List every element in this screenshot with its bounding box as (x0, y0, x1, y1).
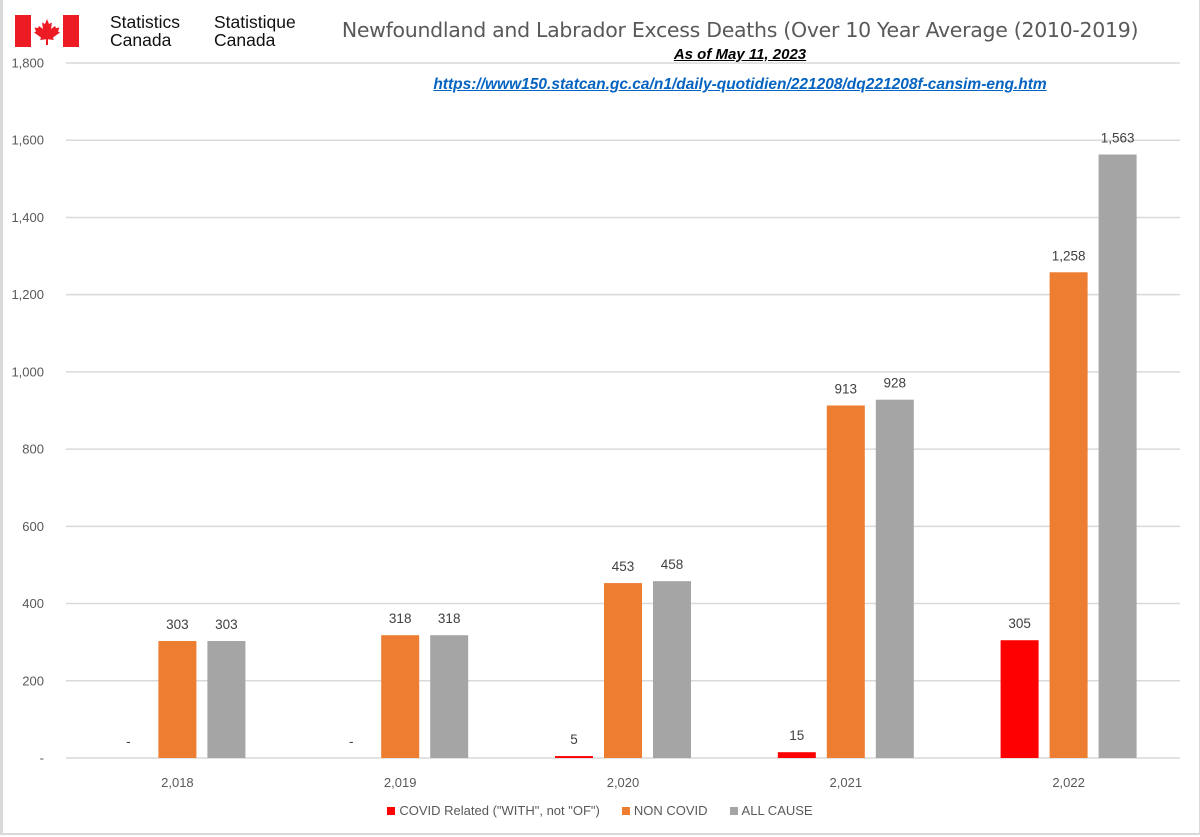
data-label: 913 (835, 381, 858, 396)
x-tick-label: 2,019 (384, 775, 417, 790)
bar-1-2 (604, 583, 642, 758)
x-tick-label: 2,022 (1052, 775, 1085, 790)
legend: COVID Related ("WITH", not "OF") NON COV… (0, 803, 1200, 818)
data-label: 15 (789, 728, 804, 743)
y-tick-label: 400 (22, 596, 44, 611)
bar-0-2 (555, 756, 593, 758)
bar-0-3 (777, 752, 816, 758)
x-axis-ticks: 2,018 2,019 2,020 2,021 2,022 (161, 775, 1085, 790)
logo-text-english: Statistics Canada (110, 13, 180, 49)
y-tick-label: - (40, 751, 44, 766)
legend-swatch-all-cause (729, 806, 738, 815)
logo-fr-line1: Statistique (214, 12, 296, 32)
data-label: 303 (215, 617, 238, 632)
bar-0-4 (1000, 640, 1039, 758)
legend-item-all-cause: ALL CAUSE (729, 803, 813, 818)
data-label: 318 (438, 611, 461, 626)
x-tick-label: 2,021 (830, 775, 863, 790)
bar-1-0 (158, 641, 197, 758)
legend-label-non-covid: NON COVID (633, 803, 708, 818)
bar-2-1 (430, 635, 469, 758)
data-label: 928 (884, 376, 907, 391)
data-label: 5 (570, 732, 578, 747)
bar-2-4 (1098, 154, 1137, 759)
bar-2-2 (653, 581, 691, 758)
bar-1-1 (381, 635, 420, 758)
y-tick-label: 1,000 (11, 364, 44, 379)
legend-swatch-non-covid (621, 806, 630, 815)
data-label: 1,258 (1052, 248, 1086, 263)
data-label: 305 (1008, 616, 1031, 631)
chart-subtitle: As of May 11, 2023 (673, 46, 807, 63)
legend-label-all-cause: ALL CAUSE (741, 803, 813, 818)
canada-flag-icon (15, 15, 79, 47)
data-label: - (349, 734, 354, 749)
x-tick-label: 2,018 (161, 775, 194, 790)
bar-1-3 (826, 405, 865, 758)
bars (158, 154, 1137, 759)
data-label: 303 (166, 617, 189, 632)
y-tick-label: 1,800 (11, 56, 44, 71)
source-link[interactable]: https://www150.statcan.gc.ca/n1/daily-qu… (433, 76, 1047, 93)
logo-text-french: Statistique Canada (214, 13, 296, 49)
y-tick-label: 200 (22, 673, 44, 688)
data-label: 318 (389, 611, 412, 626)
y-tick-label: 1,200 (11, 287, 44, 302)
y-tick-label: 800 (22, 442, 44, 457)
legend-item-covid: COVID Related ("WITH", not "OF") (387, 803, 600, 818)
legend-swatch-covid (387, 806, 396, 815)
logo-en-line1: Statistics (110, 12, 181, 32)
y-tick-label: 1,400 (11, 210, 44, 225)
data-label: 453 (612, 559, 635, 574)
data-label: - (126, 734, 131, 749)
logo-en-line2: Canada (110, 30, 172, 50)
data-label: 1,563 (1101, 131, 1135, 146)
bar-2-0 (207, 641, 246, 758)
legend-label-covid: COVID Related ("WITH", not "OF") (399, 803, 600, 818)
bar-2-3 (875, 399, 914, 758)
y-axis-ticks: - 200 400 600 800 1,000 1,200 1,400 1,600 1,800 (11, 56, 44, 766)
data-label: 458 (661, 557, 684, 572)
y-tick-label: 1,600 (11, 133, 44, 148)
legend-item-non-covid: NON COVID (621, 803, 708, 818)
chart-title: Newfoundland and Labrador Excess Deaths … (341, 18, 1139, 42)
logo-fr-line2: Canada (214, 30, 276, 50)
data-labels: - 303 303 - 318 318 5 453 458 15 913 928 305 1,258 1,5… (126, 131, 1134, 749)
x-tick-label: 2,020 (607, 775, 640, 790)
bar-1-4 (1049, 272, 1088, 758)
y-tick-label: 600 (22, 519, 44, 534)
